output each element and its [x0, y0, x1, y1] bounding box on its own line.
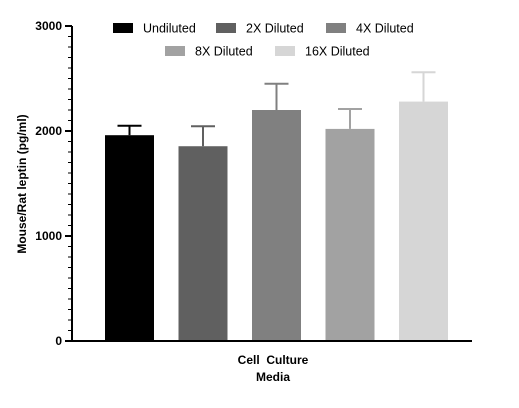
- legend-swatch: [216, 23, 236, 33]
- bar: [252, 110, 301, 341]
- y-tick-label: 1000: [35, 229, 62, 243]
- legend-swatch: [275, 46, 295, 56]
- y-tick-label: 2000: [35, 124, 62, 138]
- legend: Undiluted 2X Diluted 4X Diluted 8X Diluted 1…: [113, 22, 414, 59]
- legend-swatch: [113, 23, 133, 33]
- bar: [325, 128, 375, 341]
- x-axis-title-line-1: Cell Culture: [238, 353, 309, 367]
- legend-label: Undiluted: [143, 22, 196, 36]
- legend-label: 2X Diluted: [246, 22, 304, 36]
- legend-swatch: [326, 23, 346, 33]
- legend-label: 16X Diluted: [305, 45, 370, 59]
- bar: [399, 101, 448, 341]
- legend-label: 8X Diluted: [195, 45, 253, 59]
- legend-swatch: [165, 46, 185, 56]
- y-axis-title: Mouse/Rat leptin (pg/ml): [15, 114, 29, 253]
- x-axis-title-line-2: Media: [256, 370, 290, 384]
- error-bars: [117, 71, 436, 147]
- bar: [105, 135, 154, 341]
- bars: [105, 101, 448, 341]
- y-tick-label: 3000: [35, 19, 62, 33]
- y-tick-label: 0: [55, 334, 62, 348]
- legend-label: 4X Diluted: [356, 22, 414, 36]
- bar: [178, 146, 228, 341]
- axes: 0 1000 2000 3000: [35, 19, 472, 348]
